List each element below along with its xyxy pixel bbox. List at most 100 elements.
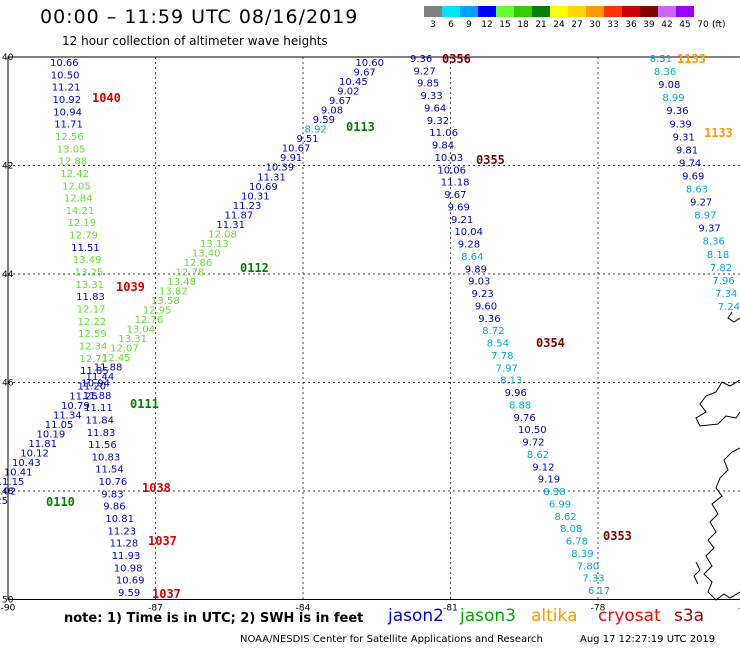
wave-height-reading: 11.71 bbox=[54, 120, 83, 131]
lon-tick-label: -90 bbox=[1, 604, 16, 614]
wave-height-reading: 10.81 bbox=[105, 514, 134, 525]
scale-swatch bbox=[658, 6, 676, 17]
wave-height-reading: 11.87 bbox=[225, 210, 254, 221]
footer-credit: NOAA/NESDIS Center for Satellite Applica… bbox=[240, 634, 543, 645]
wave-height-reading: 8.36 bbox=[654, 67, 676, 78]
scale-label: 39 bbox=[643, 20, 655, 30]
wave-height-reading: 9.23 bbox=[472, 289, 494, 300]
wave-height-reading: 10.67 bbox=[282, 144, 311, 155]
wave-height-reading: 9.32 bbox=[427, 116, 449, 127]
wave-height-reading: 9.85 bbox=[417, 79, 439, 90]
pass-time-label: 0355 bbox=[476, 153, 505, 167]
wave-height-reading: 10.41 bbox=[4, 467, 33, 478]
wave-height-reading: 13.31 bbox=[118, 334, 147, 345]
wave-height-reading: 11.81 bbox=[28, 439, 57, 450]
scale-swatch bbox=[604, 6, 622, 17]
pass-time-label: 0111 bbox=[130, 397, 159, 411]
wave-height-reading: 9.27 bbox=[690, 198, 712, 209]
scale-swatch bbox=[676, 6, 694, 17]
wave-height-reading: 11.02 bbox=[0, 487, 16, 498]
scale-label: 9 bbox=[466, 20, 472, 30]
wave-height-reading: 9.59 bbox=[118, 588, 140, 599]
wave-height-reading: 9.21 bbox=[451, 215, 473, 226]
color-scale-labels: 3 6 9 12 15 18 21 24 27 30 33 36 39 42 45 70 bbox=[424, 20, 712, 30]
wave-height-reading: 13.25 bbox=[75, 268, 104, 279]
wave-height-reading: 10.94 bbox=[81, 379, 110, 390]
wave-height-reading: 13.04 bbox=[126, 325, 155, 336]
wave-height-reading: 9.67 bbox=[354, 68, 376, 79]
wave-height-reading: 8.99 bbox=[662, 93, 684, 104]
wave-height-reading: 11.56 bbox=[88, 440, 117, 451]
wave-height-reading: 9.72 bbox=[522, 438, 544, 449]
wave-height-reading: 9.59 bbox=[313, 115, 335, 126]
wave-height-reading: 8.88 bbox=[509, 400, 531, 411]
wave-height-reading: 10.83 bbox=[92, 452, 121, 463]
wave-height-reading: 9.19 bbox=[538, 475, 560, 486]
wave-height-reading: 12.07 bbox=[110, 344, 139, 355]
wave-height-reading: 11.88 bbox=[83, 391, 112, 402]
wave-height-reading: 11.31 bbox=[257, 172, 286, 183]
scale-swatch bbox=[532, 6, 550, 17]
wave-height-reading: 6.99 bbox=[549, 499, 571, 510]
wave-height-reading: 10.03 bbox=[435, 153, 464, 164]
wave-height-reading: 10.92 bbox=[53, 95, 82, 106]
wave-height-reading: 9.36 bbox=[410, 54, 432, 65]
scale-swatch bbox=[622, 6, 640, 17]
wave-height-reading: 11.28 bbox=[110, 539, 139, 550]
lon-tick-label: -78 bbox=[591, 604, 606, 614]
axis-labels: 40 42 44 46 48 50-90 -87 -84 -81 -78 -75 bbox=[1, 53, 740, 614]
wave-height-reading: 12.95 bbox=[143, 306, 172, 317]
wave-height-reading: 11.54 bbox=[95, 465, 124, 476]
wave-height-reading: 9.08 bbox=[321, 106, 343, 117]
wave-height-reading: 11.83 bbox=[76, 292, 105, 303]
wave-height-reading: 9.03 bbox=[468, 277, 490, 288]
wave-height-reading: 11.34 bbox=[53, 410, 82, 421]
scale-swatch bbox=[640, 6, 658, 17]
lat-tick-label: 40 bbox=[2, 53, 14, 63]
wave-height-reading: 10.43 bbox=[12, 458, 41, 469]
wave-height-reading: 9.81 bbox=[676, 145, 698, 156]
wave-height-reading: 10.31 bbox=[241, 191, 270, 202]
wave-height-reading: 7.97 bbox=[496, 363, 518, 374]
wave-height-reading: 13.82 bbox=[159, 287, 188, 298]
pass-time-label: 1038 bbox=[142, 481, 171, 495]
scale-swatch bbox=[460, 6, 478, 17]
wave-height-reading: 6.17 bbox=[588, 586, 610, 597]
wave-height-reading: 10.66 bbox=[50, 58, 79, 69]
scale-label: 24 bbox=[553, 20, 565, 30]
wave-height-reading: 8.63 bbox=[686, 185, 708, 196]
wave-height-reading: 12.22 bbox=[78, 317, 107, 328]
wave-height-reading: 11.93 bbox=[112, 551, 141, 562]
wave-height-reading: 9.83 bbox=[101, 489, 123, 500]
wave-height-reading: 10.98 bbox=[114, 563, 143, 574]
wave-height-reading: 8.38 bbox=[543, 487, 565, 498]
wave-height-reading: 8.51 bbox=[650, 54, 672, 65]
wave-height-reading: 10.50 bbox=[518, 425, 547, 436]
wave-height-reading: 11.15 bbox=[0, 477, 24, 488]
wave-height-reading: 10.76 bbox=[99, 477, 128, 488]
pass-time-label: 0113 bbox=[346, 120, 375, 134]
wave-height-reading: 8.97 bbox=[694, 211, 716, 222]
wave-height-reading: 9.33 bbox=[421, 91, 443, 102]
scale-label: 6 bbox=[448, 20, 454, 30]
wave-height-reading: 10.69 bbox=[116, 576, 145, 587]
wave-height-reading: 7.78 bbox=[491, 351, 513, 362]
wave-height-reading: 11.25 bbox=[69, 391, 98, 402]
scale-label: 21 bbox=[535, 20, 547, 30]
track-track-b: 10.609.6710.459.029.679.089.598.929.5110… bbox=[0, 58, 384, 507]
wave-height-reading: 11.20 bbox=[77, 382, 106, 393]
wave-height-reading: 11.06 bbox=[429, 128, 458, 139]
satellite-name: cryosat bbox=[598, 606, 661, 626]
wave-height-reading: 12.08 bbox=[208, 229, 237, 240]
scale-swatch bbox=[478, 6, 496, 17]
wave-height-reading: 11.88 bbox=[94, 363, 123, 374]
wave-height-reading: 8.36 bbox=[703, 237, 725, 248]
wave-height-reading: 9.69 bbox=[448, 203, 470, 214]
wave-height-reading: 8.18 bbox=[707, 250, 729, 261]
wave-height-reading: 9.69 bbox=[682, 172, 704, 183]
scale-label: 3 bbox=[430, 20, 436, 30]
map-subtitle: 12 hour collection of altimeter wave hei… bbox=[62, 34, 328, 48]
wave-height-reading: 10.45 bbox=[339, 77, 368, 88]
wave-height-reading: 11.83 bbox=[87, 428, 116, 439]
